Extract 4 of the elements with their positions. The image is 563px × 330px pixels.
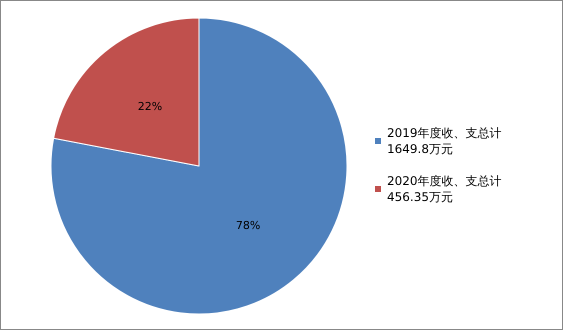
legend-label: 2019年度收、支总计1649.8万元 xyxy=(387,126,502,156)
data-label: 78% xyxy=(236,218,260,232)
legend-label: 2020年度收、支总计456.35万元 xyxy=(387,174,502,204)
data-label: 22% xyxy=(138,100,162,114)
